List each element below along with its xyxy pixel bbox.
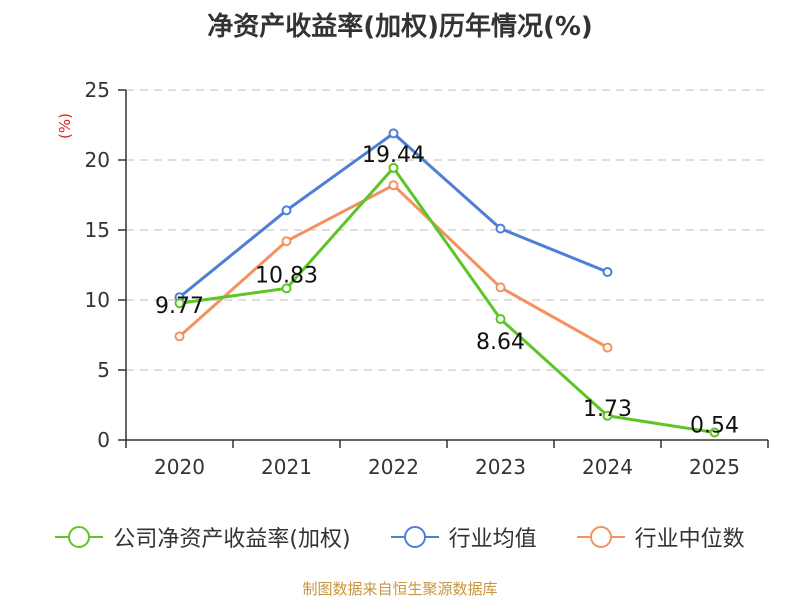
y-tick-label: 20 — [85, 148, 110, 172]
series-line — [179, 166, 715, 434]
data-point — [174, 298, 185, 309]
legend-swatch-icon — [576, 525, 625, 549]
data-labels: 9.77 10.83 19.44 8.64 1.73 0.54 — [155, 143, 739, 439]
data-point — [495, 282, 506, 293]
legend-item[interactable]: 行业均值 — [390, 521, 537, 553]
data-point — [388, 128, 399, 139]
data-point — [281, 283, 292, 294]
x-tick-label: 2021 — [261, 455, 312, 479]
data-point — [388, 180, 399, 191]
legend-item[interactable]: 行业中位数 — [576, 521, 745, 553]
y-tick-label: 10 — [85, 288, 110, 312]
series-line — [178, 183, 609, 349]
legend-item[interactable]: 公司净资产收益率(加权) — [55, 521, 351, 553]
data-label: 10.83 — [255, 263, 318, 288]
data-label: 8.64 — [476, 330, 525, 355]
x-tick-label: 2023 — [475, 455, 526, 479]
x-tick-label: 2024 — [582, 455, 633, 479]
chart-title: 净资产收益率(加权)历年情况(%) — [207, 12, 593, 42]
data-point — [495, 223, 506, 234]
series — [174, 128, 720, 438]
x-tick-label: 2022 — [368, 455, 419, 479]
data-label: 0.54 — [690, 413, 739, 438]
data-point — [495, 314, 506, 325]
y-axis-label: (%) — [56, 113, 74, 139]
x-tick-label: 2025 — [689, 455, 740, 479]
y-tick-label: 5 — [97, 358, 110, 382]
data-point — [602, 342, 613, 353]
y-tick-label: 15 — [85, 218, 110, 242]
data-label: 9.77 — [155, 294, 204, 319]
data-point — [281, 236, 292, 247]
data-point — [388, 162, 399, 173]
grid-lines — [126, 89, 768, 371]
data-point — [709, 427, 720, 438]
data-label: 19.44 — [362, 143, 425, 168]
y-tick-label: 0 — [97, 428, 110, 452]
legend-label: 行业中位数 — [634, 527, 745, 552]
data-point — [281, 205, 292, 216]
data-point — [602, 410, 613, 421]
data-point — [174, 331, 185, 342]
x-tick-label: 2020 — [154, 455, 205, 479]
data-label: 1.73 — [583, 397, 632, 422]
legend-swatch-icon — [390, 525, 439, 549]
source-note: 制图数据来自恒生聚源数据库 — [302, 580, 498, 598]
legend-label: 行业均值 — [448, 527, 537, 552]
y-tick-label: 25 — [85, 78, 110, 102]
legend: 公司净资产收益率(加权) 行业均值 行业中位数 — [0, 520, 800, 554]
legend-label: 公司净资产收益率(加权) — [113, 527, 351, 552]
data-point — [602, 267, 613, 277]
legend-swatch-icon — [55, 525, 104, 549]
